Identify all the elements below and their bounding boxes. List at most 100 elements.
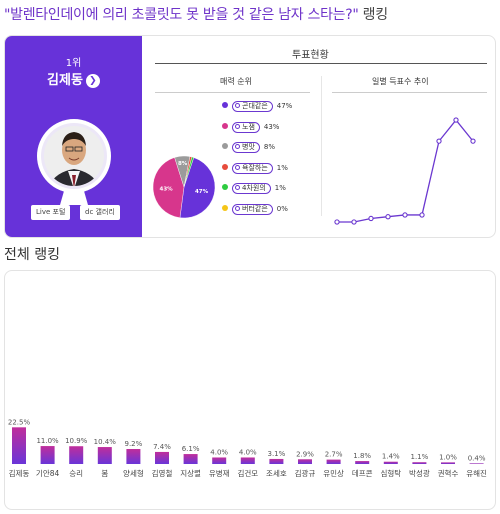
radio-circle-icon: [235, 205, 240, 211]
legend-label: 병맛: [232, 142, 260, 153]
overall-ranking-title: 전체 랭킹: [4, 247, 60, 263]
line-point: [385, 214, 391, 220]
ranking-bar[interactable]: [298, 459, 312, 464]
pie-slice-1: [152, 157, 185, 218]
chevron-right-icon[interactable]: ❯: [85, 74, 100, 88]
ranking-bar-value-label: 6.1%: [182, 445, 200, 453]
ranking-bar-value-label: 1.8%: [353, 452, 371, 460]
ranking-category-label: 심형탁: [380, 468, 401, 478]
winner-panel: 1위 김제동 ❯ Live 포털 dc 갤러리: [5, 36, 142, 237]
ranking-category-label: 김영철: [152, 468, 173, 478]
ranking-bar[interactable]: [126, 449, 141, 464]
ranking-category-label: 김제동: [9, 468, 30, 478]
line-series: [337, 119, 474, 223]
winner-name: 김제동: [47, 73, 83, 88]
ranking-bar[interactable]: [12, 427, 26, 464]
overall-ranking-card: 22.5% 김제동 11.0% 기안84 10.9% 승리 10.4% 봄 9.2% 양세형 7.4…: [4, 270, 496, 510]
ranking-category-label: 데프콘: [352, 469, 373, 478]
pie-slice-label: 47%: [195, 189, 209, 195]
legend-item[interactable]: 병맛 8%: [222, 141, 275, 154]
legend-label: 노잼: [232, 121, 260, 133]
ranking-bar-value-label: 4.0%: [210, 448, 228, 456]
legend-color-dot: [222, 102, 228, 108]
legend-color-dot: [222, 163, 228, 170]
ranking-bar[interactable]: [412, 462, 427, 464]
pie-slice-label: 8%: [178, 161, 188, 167]
legend-percent: 43%: [263, 122, 280, 131]
ranking-bar[interactable]: [69, 446, 84, 464]
page-title-question: "발렌타인데이에 의리 초콜릿도 못 받을 것 같은 남자 스타는?": [4, 7, 359, 23]
ranking-bar-value-label: 1.1%: [411, 453, 429, 461]
legend-label-text: 욕잘하는: [242, 163, 268, 172]
legend-color-dot: [222, 143, 228, 149]
page-title-suffix: 랭킹: [358, 7, 388, 23]
ranking-bar-value-label: 3.1%: [268, 450, 286, 458]
ranking-bar-value-label: 11.0%: [36, 437, 59, 445]
ranking-bar[interactable]: [97, 447, 112, 464]
ranking-bar[interactable]: [183, 454, 198, 464]
legend-label-text: 버터같은: [242, 204, 268, 213]
legend-item[interactable]: 노잼 43%: [222, 121, 279, 134]
vote-status-title: 투표현황: [292, 50, 329, 61]
ranking-bar[interactable]: [383, 461, 398, 464]
ranking-bar[interactable]: [469, 463, 484, 464]
live-portal-button[interactable]: Live 포털: [31, 205, 71, 220]
legend-item[interactable]: 곤대같은 47%: [222, 100, 292, 113]
ranking-category-label: 김건모: [237, 468, 258, 478]
radio-circle-icon: [235, 185, 240, 190]
ranking-bar-value-label: 9.2%: [125, 440, 143, 448]
legend-item[interactable]: 버터같은 0%: [222, 203, 288, 216]
legend-color-dot: [222, 122, 228, 129]
legend-percent: 8%: [263, 143, 275, 151]
pie-slice-label: 43%: [160, 187, 174, 193]
pie-slice-4: [183, 156, 195, 188]
line-point: [453, 117, 459, 123]
dc-gallery-button[interactable]: dc 갤러리: [80, 205, 120, 220]
ranking-bar-value-label: 22.5%: [8, 418, 31, 426]
line-point: [470, 138, 476, 144]
ranking-category-label: 유민상: [323, 468, 344, 478]
legend-percent: 0%: [276, 204, 288, 213]
line-point: [368, 215, 374, 222]
line-point: [436, 138, 442, 144]
ranking-category-label: 유해진: [466, 468, 487, 478]
winner-portrait: [37, 119, 111, 205]
ranking-bar-value-label: 10.4%: [94, 438, 117, 446]
legend-label-text: 4차원의: [242, 184, 266, 192]
ranking-category-label: 기안84: [36, 468, 60, 478]
ranking-bar[interactable]: [355, 461, 370, 464]
ranking-category-label: 김광규: [295, 468, 316, 478]
ranking-category-label: 양세형: [123, 469, 144, 478]
line-point: [351, 219, 357, 225]
line-point: [334, 219, 340, 225]
legend-item[interactable]: 4차원의 1%: [222, 182, 286, 195]
legend-label-text: 병맛: [242, 143, 255, 151]
ranking-bar[interactable]: [269, 458, 284, 464]
ranking-bar[interactable]: [155, 451, 169, 464]
ranking-bar[interactable]: [326, 459, 341, 464]
ranking-bar-value-label: 1.4%: [382, 453, 400, 461]
winner-rank: 1위: [65, 58, 82, 69]
ranking-category-label: 박성광: [409, 468, 430, 478]
line-point: [419, 212, 425, 218]
daily-votes-underline: [332, 92, 487, 93]
ranking-category-label: 지상렬: [180, 468, 201, 478]
ranking-bar-value-label: 7.4%: [153, 443, 171, 451]
ranking-category-label: 유병재: [209, 469, 230, 478]
winner-name-row[interactable]: 김제동 ❯: [5, 69, 142, 88]
vote-summary-card: 1위 김제동 ❯ Live 포털 dc 갤러리 투표현황 매력: [4, 35, 496, 238]
legend-percent: 1%: [274, 184, 286, 192]
legend-label: 4차원의: [232, 183, 271, 194]
legend-percent: 47%: [276, 102, 293, 110]
panel-divider: [321, 76, 322, 216]
ranking-bar-value-label: 10.9%: [65, 437, 88, 445]
legend-item[interactable]: 욕잘하는 1%: [222, 162, 288, 175]
ranking-bar[interactable]: [40, 446, 55, 464]
ranking-bar-value-label: 0.4%: [468, 454, 486, 462]
ranking-bar[interactable]: [441, 462, 455, 464]
legend-label: 버터같은: [232, 203, 273, 215]
ranking-bar[interactable]: [212, 457, 227, 464]
ranking-category-label: 조세호: [266, 469, 287, 478]
ranking-bar[interactable]: [240, 457, 255, 464]
ranking-bar-value-label: 4.0%: [239, 448, 257, 456]
